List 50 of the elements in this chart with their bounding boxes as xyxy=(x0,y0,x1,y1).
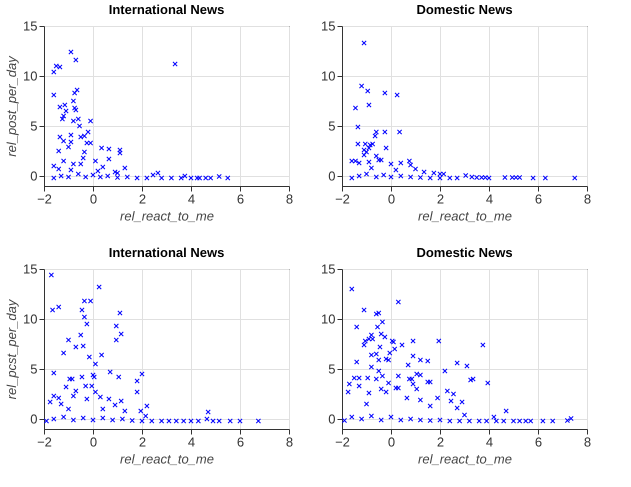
x-tick-label: 2 xyxy=(436,192,444,206)
y-tick-label: 15 xyxy=(23,18,38,34)
x-tick-label: 4 xyxy=(486,192,494,206)
y-tick-label: 10 xyxy=(23,312,38,326)
x-tick-label: −2 xyxy=(335,192,350,206)
y-tick-label: 15 xyxy=(23,262,38,276)
x-tick-label: 0 xyxy=(388,192,396,206)
x-tick-label: 0 xyxy=(90,192,98,206)
y-tick-label: 0 xyxy=(328,168,336,184)
x-tick-label: 0 xyxy=(388,434,396,450)
y-tick-label: 5 xyxy=(30,362,38,376)
chart-title: International News xyxy=(108,245,224,260)
x-tick-label: 4 xyxy=(188,434,196,450)
x-tick-label: −2 xyxy=(335,434,350,450)
x-tick-label: 2 xyxy=(138,434,146,450)
x-tick-label: 8 xyxy=(584,434,592,450)
x-tick-label: −2 xyxy=(37,434,52,450)
y-tick-label: 5 xyxy=(328,118,336,134)
y-axis-title: rel_pcst_per_day xyxy=(4,298,20,400)
y-axis-title: rel_post_per_day xyxy=(4,54,20,157)
x-tick-label: 4 xyxy=(188,192,196,206)
x-axis-title: rel_react_to_me xyxy=(418,452,512,466)
x-tick-label: 6 xyxy=(236,192,244,206)
x-tick-label: 6 xyxy=(534,434,542,450)
x-tick-label: 6 xyxy=(534,192,542,206)
x-tick-label: 4 xyxy=(486,434,494,450)
y-tick-label: 15 xyxy=(321,18,336,34)
y-tick-label: 10 xyxy=(321,68,336,84)
x-tick-label: 0 xyxy=(90,434,98,450)
y-tick-label: 10 xyxy=(23,68,38,84)
x-tick-label: 6 xyxy=(236,434,244,450)
x-tick-label: 2 xyxy=(138,192,146,206)
y-tick-label: 5 xyxy=(30,118,38,134)
chart-title: Domestic News xyxy=(416,245,513,260)
y-tick-label: 5 xyxy=(328,362,336,376)
x-tick-label: −2 xyxy=(37,192,52,206)
chart-title: International News xyxy=(108,2,224,17)
x-axis-title: rel_react_to_me xyxy=(418,208,512,224)
x-tick-label: 8 xyxy=(286,434,294,450)
x-axis-title: rel_react_to_me xyxy=(120,208,214,224)
y-tick-label: 0 xyxy=(328,412,336,426)
chart-title: Domestic News xyxy=(416,2,513,17)
x-tick-label: 2 xyxy=(436,434,444,450)
y-tick-label: 15 xyxy=(321,262,336,276)
y-tick-label: 0 xyxy=(30,412,38,426)
x-tick-label: 8 xyxy=(584,192,592,206)
y-tick-label: 10 xyxy=(321,312,336,326)
y-tick-label: 0 xyxy=(30,168,38,184)
x-tick-label: 8 xyxy=(286,192,294,206)
x-axis-title: rel_react_to_me xyxy=(120,452,214,466)
